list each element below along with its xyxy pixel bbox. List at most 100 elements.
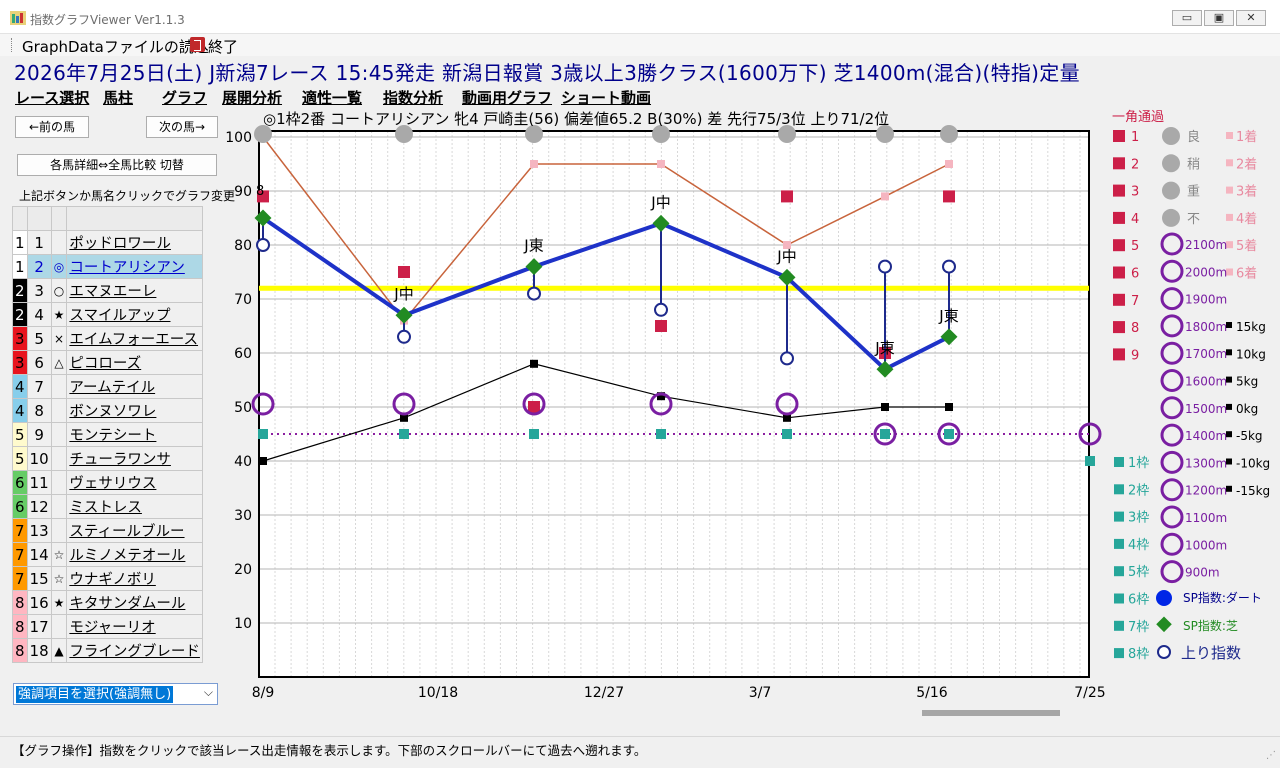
horse-number: 17 (26, 614, 52, 639)
horse-row[interactable]: 6 12 ミストレス (12, 494, 203, 519)
next-horse-button[interactable]: 次の馬→ (146, 116, 218, 138)
horse-name-link[interactable]: ミストレス (66, 494, 203, 519)
prediction-mark (50, 446, 68, 471)
horse-row[interactable]: 7 15 ☆ ウナギノボリ (12, 566, 203, 591)
legend-waku-marker (1114, 538, 1124, 549)
senkou-point (881, 192, 889, 201)
tab-umabashira[interactable]: 馬柱 (103, 89, 134, 107)
horse-name-link[interactable]: ボンヌソワレ (66, 398, 203, 423)
toggle-compare-button[interactable]: 各馬詳細⇔全馬比較 切替 (17, 154, 217, 176)
prediction-mark: ☆ (50, 566, 68, 591)
horse-row[interactable]: 5 9 モンテシート (12, 422, 203, 447)
waku-marker (1085, 456, 1095, 466)
sp-turf-point (940, 328, 958, 346)
tab-short-video[interactable]: ショート動画 (561, 89, 652, 107)
exit-icon[interactable] (190, 37, 205, 52)
horse-name-link[interactable]: ヴェサリウス (66, 470, 203, 495)
legend-waku-label: 5枠 (1128, 565, 1149, 580)
legend-waku-marker (1114, 511, 1124, 522)
horse-row[interactable]: 8 17 モジャーリオ (12, 614, 203, 639)
legend-track-label: 不 (1187, 212, 1200, 227)
legend-finish-marker (1226, 213, 1233, 221)
x-tick-label: 8/9 (252, 685, 275, 701)
horse-name-link[interactable]: ルミノメテオール (66, 542, 203, 567)
waku-marker (529, 429, 539, 439)
horse-row[interactable]: 7 13 スティールブルー (12, 518, 203, 543)
exit-menu[interactable]: 終了 (208, 38, 239, 56)
legend-track-marker (1162, 208, 1180, 227)
venue-label: J東 (938, 307, 958, 325)
prediction-mark (50, 614, 68, 639)
legend-track-marker (1162, 127, 1180, 145)
horse-row[interactable]: 4 8 ボンヌソワレ (12, 398, 203, 423)
legend-distance-label: 1700m (1185, 347, 1227, 361)
tab-graph[interactable]: グラフ (162, 89, 208, 107)
tab-race-select[interactable]: レース選択 (15, 89, 90, 107)
resize-grip-icon[interactable]: ⋰ (1266, 750, 1276, 761)
horse-name-link[interactable]: モンテシート (66, 422, 203, 447)
weight-point (783, 413, 791, 422)
legend-finish-marker (1226, 186, 1233, 194)
horse-row[interactable]: 2 3 ○ エマヌエーレ (12, 278, 203, 303)
horse-row[interactable]: 5 10 チューラワンサ (12, 446, 203, 471)
senkou-point (783, 241, 791, 249)
horse-name-link[interactable]: ウナギノボリ (66, 566, 203, 591)
horse-name-link[interactable]: エイムフォーエース (66, 326, 203, 351)
waku-cell: 1 (12, 230, 28, 255)
horse-row[interactable]: 3 6 △ ピコローズ (12, 350, 203, 375)
load-file-menu[interactable]: GraphDataファイルの読込 (22, 38, 209, 56)
horse-row[interactable]: 3 5 × エイムフォーエース (12, 326, 203, 351)
legend-distance-marker (1160, 341, 1184, 365)
horse-row[interactable]: 8 18 ▲ フライングブレード (12, 638, 203, 663)
chevron-down-icon[interactable]: ⌵ (203, 685, 213, 699)
horse-name-link[interactable]: ピコローズ (66, 350, 203, 375)
venue-label: J中 (650, 193, 670, 211)
tab-tekisei[interactable]: 適性一覧 (302, 89, 363, 107)
highlight-select[interactable]: 強調項目を選択(強調無し) ⌵ (13, 683, 218, 705)
maximize-button[interactable]: ▣ (1204, 10, 1234, 26)
legend-waku-label: 7枠 (1128, 620, 1149, 635)
legend-sp-turf-label: SP指数:芝 (1183, 618, 1238, 633)
minimize-button[interactable]: ▭ (1172, 10, 1202, 26)
horse-row[interactable]: 6 11 ヴェサリウス (12, 470, 203, 495)
close-button[interactable]: ✕ (1236, 10, 1266, 26)
distance-marker (937, 422, 961, 446)
legend-weight-label: 5kg (1236, 375, 1258, 389)
senkou-point (657, 160, 665, 168)
horse-name-link[interactable]: チューラワンサ (66, 446, 203, 471)
legend-distance-label: 1200m (1185, 484, 1227, 498)
legend-track-marker (1162, 181, 1180, 200)
horse-name-link[interactable]: フライングブレード (66, 638, 203, 663)
legend-finish-label: 6着 (1236, 266, 1257, 282)
legend-finish-marker (1226, 268, 1233, 276)
horse-name-link[interactable]: スティールブルー (66, 518, 203, 543)
legend-distance-label: 2000m (1185, 265, 1227, 279)
horizontal-scrollbar[interactable] (198, 705, 1078, 719)
waku-marker (944, 429, 954, 439)
horse-row[interactable]: 2 4 ★ スマイルアップ (12, 302, 203, 327)
horse-name-link[interactable]: モジャーリオ (66, 614, 203, 639)
tab-tenkai[interactable]: 展開分析 (222, 89, 283, 107)
senkou-point (259, 133, 267, 141)
horse-name-link[interactable]: エマヌエーレ (66, 278, 203, 303)
horse-name-link[interactable]: コートアリシアン (66, 254, 203, 279)
tab-shisu[interactable]: 指数分析 (383, 89, 444, 107)
horse-name-link[interactable]: アームテイル (66, 374, 203, 399)
horse-row[interactable]: 1 1 ポッドロワール (12, 230, 203, 255)
horse-row[interactable]: 4 7 アームテイル (12, 374, 203, 399)
scrollbar-thumb[interactable] (922, 710, 1060, 716)
horse-name-link[interactable]: ポッドロワール (66, 230, 203, 255)
tab-video-graph[interactable]: 動画用グラフ (462, 89, 553, 107)
horse-number: 4 (26, 302, 52, 327)
horse-row[interactable]: 7 14 ☆ ルミノメテオール (12, 542, 203, 567)
prev-horse-button[interactable]: ←前の馬 (15, 116, 89, 138)
legend-waku-marker (1114, 566, 1124, 577)
app-icon (10, 11, 26, 25)
senkou-point (530, 160, 538, 168)
horse-row[interactable]: 8 16 ★ キタサンダムール (12, 590, 203, 615)
legend-sp-turf-marker (1156, 616, 1172, 633)
horse-name-link[interactable]: キタサンダムール (66, 590, 203, 615)
horse-row[interactable]: 1 2 ◎ コートアリシアン (12, 254, 203, 279)
legend-distance-marker (1160, 369, 1184, 392)
horse-name-link[interactable]: スマイルアップ (66, 302, 203, 327)
